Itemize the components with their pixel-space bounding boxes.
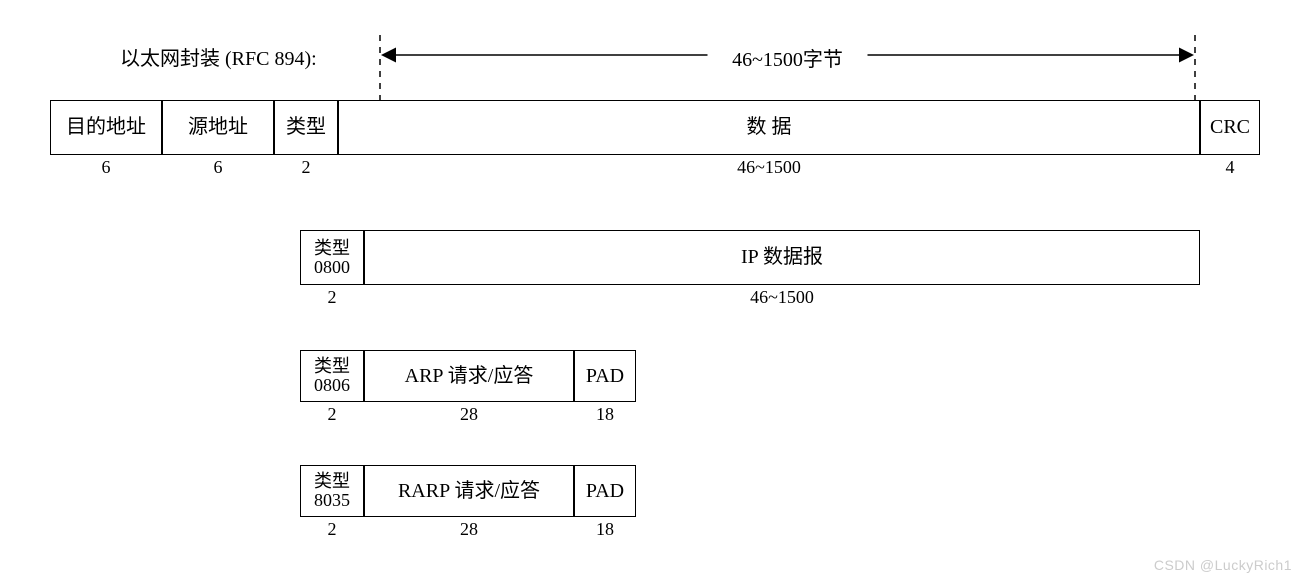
src-addr-size-label: 6: [162, 157, 274, 178]
type-cell: 类型: [274, 100, 338, 155]
ip-dgram-cell: IP 数据报: [364, 230, 1200, 285]
rarp-cell: RARP 请求/应答: [364, 465, 574, 517]
arp-cell: ARP 请求/应答: [364, 350, 574, 402]
type-8035-cell: 类型 8035: [300, 465, 364, 517]
pad-rarp-size-label: 18: [574, 519, 636, 540]
ethernet-encapsulation-diagram: 以太网封装 (RFC 894): 46~1500字节 CSDN @LuckyRi…: [0, 0, 1310, 581]
type-0800-cell: 类型 0800: [300, 230, 364, 285]
crc-size-label: 4: [1200, 157, 1260, 178]
crc-cell: CRC: [1200, 100, 1260, 155]
type-0806-cell: 类型 0806: [300, 350, 364, 402]
dest-addr-cell: 目的地址: [50, 100, 162, 155]
src-addr-cell: 源地址: [162, 100, 274, 155]
pad-arp-cell: PAD: [574, 350, 636, 402]
data-cell: 数 据: [338, 100, 1200, 155]
dest-addr-size-label: 6: [50, 157, 162, 178]
range-label: 46~1500字节: [708, 43, 868, 72]
type-size-label: 2: [274, 157, 338, 178]
data-size-label: 46~1500: [338, 157, 1200, 178]
pad-rarp-cell: PAD: [574, 465, 636, 517]
arp-size-label: 28: [364, 404, 574, 425]
rarp-size-label: 28: [364, 519, 574, 540]
ip-dgram-size-label: 46~1500: [364, 287, 1200, 308]
type-8035-size-label: 2: [300, 519, 364, 540]
diagram-title: 以太网封装 (RFC 894):: [120, 42, 317, 71]
type-0806-size-label: 2: [300, 404, 364, 425]
type-0800-size-label: 2: [300, 287, 364, 308]
watermark-text: CSDN @LuckyRich1: [1154, 557, 1292, 573]
pad-arp-size-label: 18: [574, 404, 636, 425]
